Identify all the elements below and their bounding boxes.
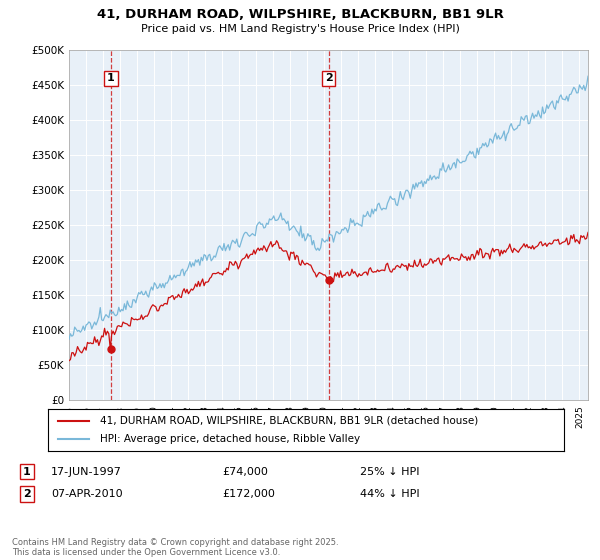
Text: 17-JUN-1997: 17-JUN-1997 <box>51 466 122 477</box>
Text: 44% ↓ HPI: 44% ↓ HPI <box>360 489 419 499</box>
Text: 41, DURHAM ROAD, WILPSHIRE, BLACKBURN, BB1 9LR: 41, DURHAM ROAD, WILPSHIRE, BLACKBURN, B… <box>97 8 503 21</box>
Text: 2: 2 <box>325 73 333 83</box>
Text: HPI: Average price, detached house, Ribble Valley: HPI: Average price, detached house, Ribb… <box>100 434 360 444</box>
Text: 1: 1 <box>23 466 31 477</box>
Text: Price paid vs. HM Land Registry's House Price Index (HPI): Price paid vs. HM Land Registry's House … <box>140 24 460 34</box>
Text: 25% ↓ HPI: 25% ↓ HPI <box>360 466 419 477</box>
Text: 41, DURHAM ROAD, WILPSHIRE, BLACKBURN, BB1 9LR (detached house): 41, DURHAM ROAD, WILPSHIRE, BLACKBURN, B… <box>100 416 478 426</box>
Text: £74,000: £74,000 <box>222 466 268 477</box>
Text: 07-APR-2010: 07-APR-2010 <box>51 489 122 499</box>
Text: Contains HM Land Registry data © Crown copyright and database right 2025.
This d: Contains HM Land Registry data © Crown c… <box>12 538 338 557</box>
Text: £172,000: £172,000 <box>222 489 275 499</box>
Text: 1: 1 <box>107 73 115 83</box>
Text: 2: 2 <box>23 489 31 499</box>
